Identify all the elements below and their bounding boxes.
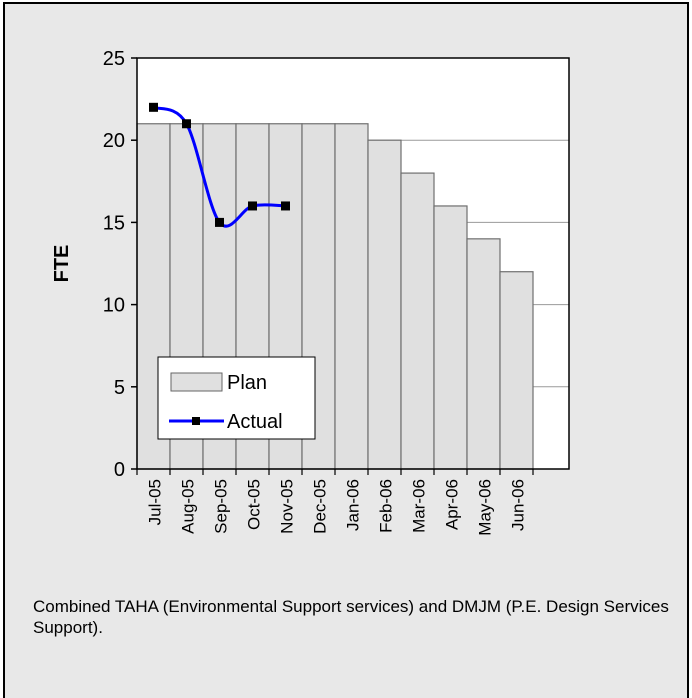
y-tick-label: 25 xyxy=(103,48,125,70)
actual-point xyxy=(149,102,158,112)
x-tick-label: Jun-06 xyxy=(509,479,528,531)
plan-bar xyxy=(466,238,501,470)
x-tick-label: Jul-05 xyxy=(146,479,165,525)
plan-bar xyxy=(400,172,435,470)
y-tick-label: 20 xyxy=(103,130,125,152)
plan-bar xyxy=(433,205,468,470)
x-tick-label: Aug-05 xyxy=(179,479,198,534)
x-tick-label: Mar-06 xyxy=(410,479,429,533)
plot-area xyxy=(136,57,570,470)
plan-bar xyxy=(367,139,402,470)
x-tick-label: May-06 xyxy=(476,479,495,536)
legend-actual-label: Actual xyxy=(227,411,283,433)
plan-bar xyxy=(499,271,534,470)
y-tick-label: 15 xyxy=(103,212,125,234)
actual-point xyxy=(248,201,257,211)
legend-plan-swatch xyxy=(170,372,223,392)
legend: Plan Actual xyxy=(157,356,316,440)
x-tick-label: Jan-06 xyxy=(344,479,363,531)
x-tick-label: Oct-05 xyxy=(245,479,264,530)
x-axis: Jul-05 Aug-05 Sep-05 Oct-05 Nov-05 Dec-05 Jan-… xyxy=(136,469,534,536)
y-axis-label: FTE xyxy=(51,245,73,283)
y-tick-label: 0 xyxy=(114,459,125,481)
x-tick-label: Dec-05 xyxy=(311,479,330,534)
plan-bar xyxy=(334,123,369,470)
x-tick-label: Sep-05 xyxy=(212,479,231,534)
x-tick-label: Apr-06 xyxy=(443,479,462,530)
legend-box xyxy=(157,356,316,440)
chart-caption: Combined TAHA (Environmental Support ser… xyxy=(33,597,669,637)
x-tick-label: Feb-06 xyxy=(377,479,396,533)
legend-plan-label: Plan xyxy=(227,372,267,394)
y-axis: 0 5 10 15 20 25 xyxy=(103,48,137,481)
y-tick-label: 5 xyxy=(114,377,125,399)
actual-line xyxy=(149,102,290,228)
y-tick-label: 10 xyxy=(103,295,125,317)
actual-point xyxy=(281,201,290,211)
actual-point xyxy=(215,217,224,227)
actual-point xyxy=(182,119,191,129)
legend-actual-marker xyxy=(192,417,200,425)
x-tick-label: Nov-05 xyxy=(278,479,297,534)
